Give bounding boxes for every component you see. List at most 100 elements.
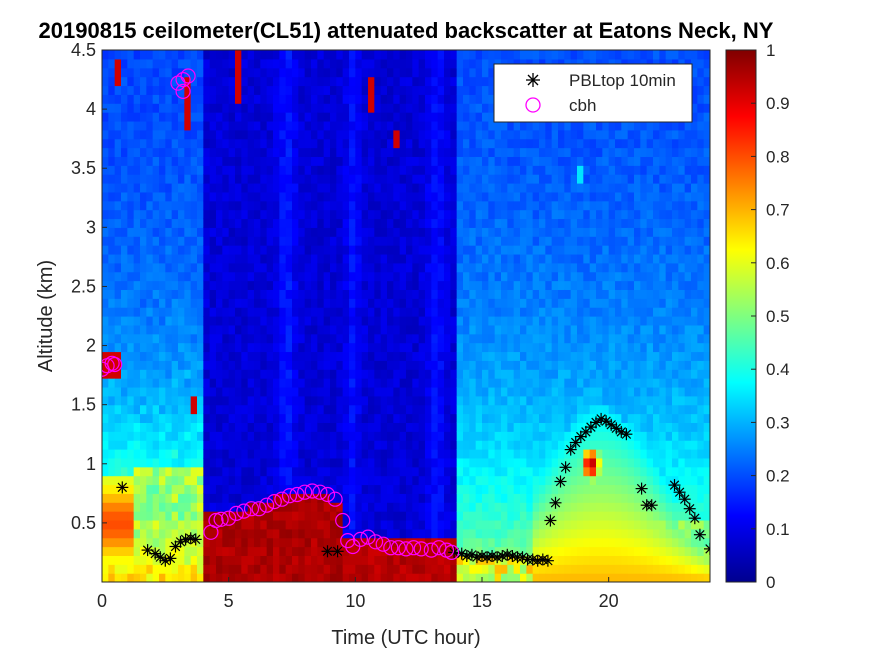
heatmap-cell	[450, 307, 458, 317]
heatmap-cell	[108, 262, 116, 273]
heatmap-cell	[190, 573, 198, 582]
heatmap-cell	[209, 502, 217, 512]
heatmap-cell	[133, 236, 141, 246]
heatmap-cell	[444, 528, 451, 539]
heatmap-cell	[564, 298, 572, 308]
heatmap-cell	[551, 449, 559, 459]
heatmap-cell	[349, 209, 356, 220]
heatmap-cell	[311, 307, 318, 317]
heatmap-cell	[228, 493, 236, 503]
heatmap-cell	[602, 183, 610, 193]
heatmap-cell	[355, 253, 363, 264]
heatmap-cell	[558, 413, 565, 423]
heatmap-cell	[209, 138, 217, 149]
heatmap-cell	[222, 58, 230, 69]
heatmap-cell	[494, 236, 502, 246]
heatmap-cell	[494, 422, 502, 432]
heatmap-cell	[273, 484, 280, 494]
heatmap-cell	[349, 422, 356, 432]
heatmap-cell	[266, 112, 274, 122]
heatmap-cell	[254, 94, 261, 104]
heatmap-cell	[146, 413, 154, 423]
heatmap-cell	[539, 218, 546, 228]
heatmap-cell	[349, 174, 356, 184]
heatmap-cell	[298, 511, 306, 521]
heatmap-cell	[418, 58, 426, 69]
heatmap-cell	[437, 76, 445, 87]
heatmap-cell	[102, 67, 109, 78]
heatmap-cell	[380, 466, 388, 477]
heatmap-cell	[323, 386, 331, 397]
heatmap-cell	[596, 466, 603, 477]
heatmap-cell	[260, 94, 268, 104]
heatmap-cell	[298, 422, 306, 432]
heatmap-cell	[494, 129, 502, 140]
heatmap-cell	[513, 200, 521, 211]
heatmap-cell	[570, 573, 578, 582]
heatmap-cell	[279, 94, 287, 104]
heatmap-cell	[501, 333, 508, 344]
heatmap-cell	[285, 120, 293, 131]
heatmap-cell	[247, 253, 255, 264]
heatmap-cell	[222, 245, 230, 255]
heatmap-cell	[456, 129, 464, 140]
heatmap-cell	[526, 129, 534, 140]
heatmap-cell	[330, 449, 337, 459]
heatmap-cell	[336, 245, 344, 255]
heatmap-cell	[140, 422, 147, 432]
heatmap-cell	[450, 50, 458, 60]
heatmap-cell	[431, 528, 439, 539]
heatmap-cell	[393, 528, 401, 539]
heatmap-cell	[247, 457, 255, 468]
heatmap-cell	[621, 378, 629, 388]
heatmap-cell	[298, 174, 306, 184]
heatmap-cell	[450, 395, 458, 406]
heatmap-cell	[260, 537, 268, 548]
heatmap-cell	[165, 457, 173, 468]
heatmap-cell	[450, 298, 458, 308]
heatmap-cell	[323, 519, 331, 530]
heatmap-cell	[596, 129, 603, 140]
heatmap-cell	[469, 546, 477, 556]
heatmap-cell	[507, 493, 515, 503]
heatmap-cell	[513, 138, 521, 149]
heatmap-cell	[425, 564, 432, 574]
heatmap-cell	[475, 94, 483, 104]
heatmap-cell	[406, 369, 413, 379]
heatmap-cell	[551, 555, 559, 565]
heatmap-cell	[532, 120, 540, 131]
heatmap-cell	[228, 564, 236, 574]
heatmap-cell	[469, 76, 477, 87]
heatmap-cell	[197, 475, 204, 486]
heatmap-cell	[526, 537, 534, 548]
heatmap-cell	[330, 262, 337, 273]
heatmap-cell	[545, 484, 553, 494]
heatmap-cell	[241, 298, 249, 308]
heatmap-cell	[228, 120, 236, 131]
heatmap-cell	[266, 183, 274, 193]
heatmap-cell	[608, 236, 616, 246]
heatmap-cell	[368, 103, 375, 113]
heatmap-cell	[285, 449, 293, 459]
heatmap-cell	[197, 404, 204, 415]
heatmap-cell	[304, 351, 312, 361]
heatmap-cell	[355, 112, 363, 122]
heatmap-cell	[285, 342, 293, 353]
heatmap-cell	[146, 378, 154, 388]
heatmap-cell	[507, 519, 515, 530]
heatmap-cell	[152, 413, 160, 423]
heatmap-cell	[311, 351, 318, 361]
heatmap-cell	[564, 289, 572, 299]
heatmap-cell	[368, 386, 375, 397]
heatmap-cell	[197, 289, 204, 299]
heatmap-cell	[532, 218, 540, 228]
heatmap-cell	[577, 555, 584, 565]
heatmap-cell	[589, 555, 597, 565]
heatmap-cell	[450, 218, 458, 228]
heatmap-cell	[342, 475, 350, 486]
heatmap-cell	[406, 484, 413, 494]
heatmap-cell	[323, 236, 331, 246]
heatmap-cell	[494, 537, 502, 548]
heatmap-cell	[197, 466, 204, 477]
heatmap-cell	[406, 564, 413, 574]
